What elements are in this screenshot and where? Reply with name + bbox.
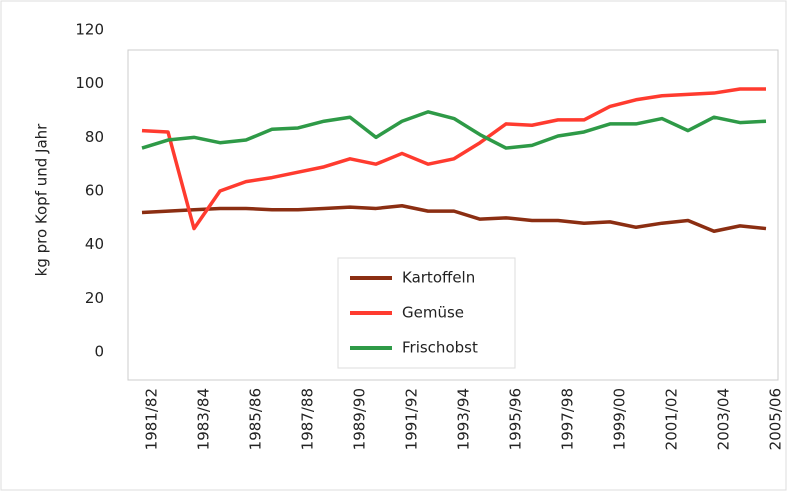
x-tick-label: 1999/00 xyxy=(611,388,629,450)
series-line xyxy=(141,87,766,231)
y-tick-label: 100 xyxy=(75,74,104,92)
y-tick-label: 80 xyxy=(85,128,104,146)
x-tick-label: 1983/84 xyxy=(195,388,213,450)
legend-label: Frischobst xyxy=(402,339,478,357)
x-tick-label: 1991/92 xyxy=(403,388,421,450)
series-line xyxy=(141,110,767,150)
legend-label: Gemüse xyxy=(402,304,464,322)
y-axis-title: kg pro Kopf und Jahr xyxy=(33,123,51,277)
y-tick-label: 40 xyxy=(85,235,104,253)
x-tick-label: 1995/96 xyxy=(507,388,525,450)
plot-area xyxy=(127,49,779,381)
x-tick-label: 1981/82 xyxy=(143,388,161,450)
x-tick-label: 1987/88 xyxy=(299,388,317,450)
y-tick-label: 20 xyxy=(85,289,104,307)
y-tick-label: 60 xyxy=(85,182,104,200)
x-tick-label: 2003/04 xyxy=(715,388,733,450)
x-tick-label: 1989/90 xyxy=(351,388,369,450)
x-tick-label: 1997/98 xyxy=(559,388,577,450)
x-tick-label: 1985/86 xyxy=(247,388,265,450)
y-tick-label: 0 xyxy=(94,343,104,361)
y-tick-label: 120 xyxy=(75,21,104,39)
x-tick-label: 1993/94 xyxy=(455,388,473,450)
x-tick-label: 2005/06 xyxy=(767,388,785,450)
legend-label: Kartoffeln xyxy=(402,269,475,287)
x-tick-label: 2001/02 xyxy=(663,388,681,450)
series-line xyxy=(141,204,767,233)
